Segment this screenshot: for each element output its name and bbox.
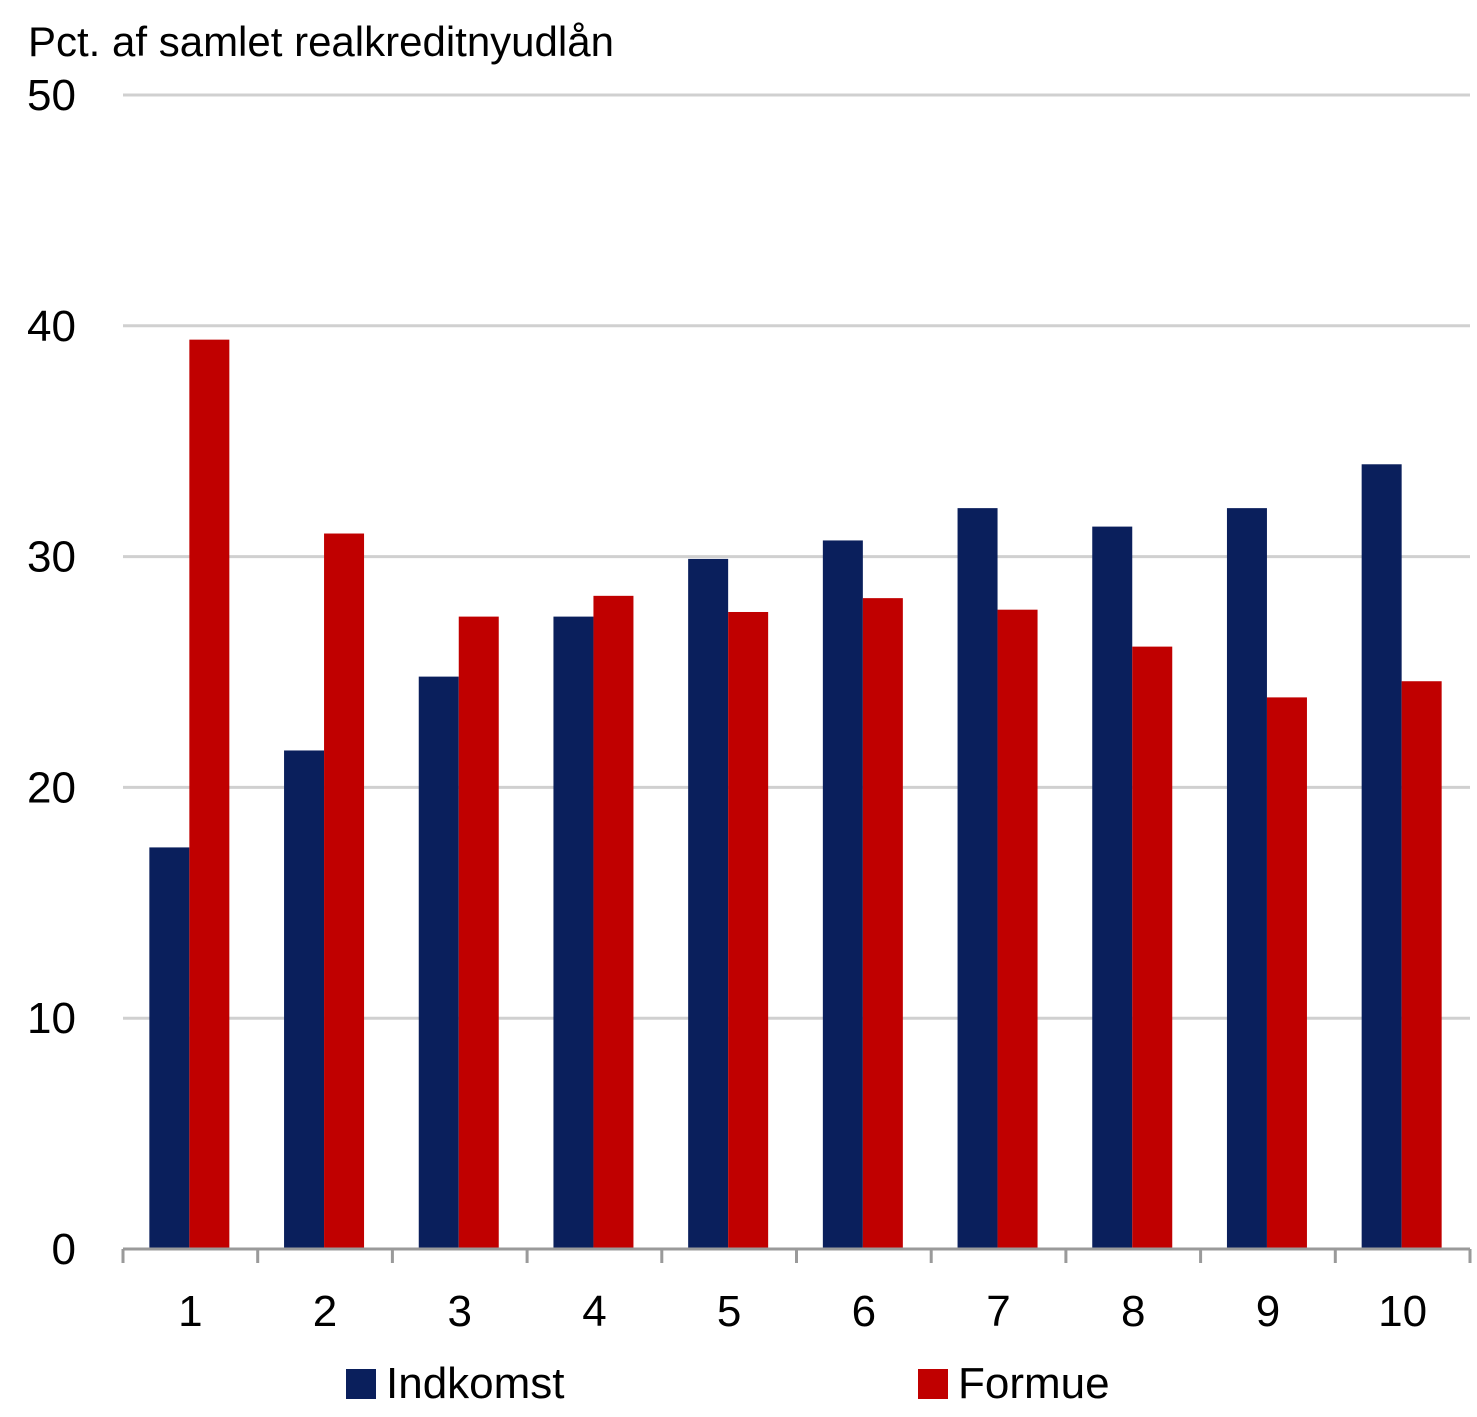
bar-formue-5 — [728, 611, 769, 1249]
x-tick-label: 3 — [448, 1287, 472, 1336]
bar-formue-8 — [1132, 646, 1173, 1249]
bar-formue-1 — [189, 339, 230, 1249]
bar-formue-10 — [1401, 681, 1442, 1249]
y-tick-label: 20 — [27, 763, 76, 812]
x-tick-label: 9 — [1256, 1287, 1280, 1336]
x-tick-label: 2 — [313, 1287, 337, 1336]
x-tick-label: 10 — [1378, 1287, 1427, 1336]
legend-swatch-formue — [918, 1369, 948, 1399]
bar-formue-9 — [1266, 697, 1307, 1249]
x-tick-labels: 1 2 3 4 5 6 7 8 9 10 — [178, 1287, 1427, 1336]
y-tick-labels: 0 10 20 30 40 50 — [27, 71, 76, 1274]
bar-formue-3 — [458, 616, 499, 1249]
bar-formue-2 — [324, 533, 365, 1249]
bar-indkomst-6 — [822, 540, 863, 1249]
y-tick-label: 50 — [27, 71, 76, 120]
x-tick-label: 6 — [852, 1287, 876, 1336]
legend-item-indkomst: Indkomst — [346, 1356, 565, 1412]
bar-indkomst-9 — [1226, 508, 1267, 1250]
x-tick-label: 4 — [582, 1287, 606, 1336]
bar-indkomst-1 — [149, 847, 190, 1249]
legend-label-formue: Formue — [958, 1359, 1110, 1408]
y-axis-title: Pct. af samlet realkreditnyudlån — [28, 18, 614, 65]
y-tick-label: 30 — [27, 533, 76, 582]
bar-indkomst-4 — [553, 616, 594, 1249]
bar-indkomst-5 — [688, 558, 729, 1249]
legend-item-formue: Formue — [918, 1356, 1110, 1412]
y-tick-label: 0 — [52, 1225, 76, 1274]
x-tick-label: 7 — [986, 1287, 1010, 1336]
bars — [149, 339, 1442, 1250]
bar-formue-6 — [862, 598, 903, 1249]
bar-indkomst-7 — [957, 508, 998, 1250]
x-tick-label: 8 — [1121, 1287, 1145, 1336]
x-tick-label: 1 — [178, 1287, 202, 1336]
bar-indkomst-3 — [418, 676, 459, 1249]
legend-label-indkomst: Indkomst — [386, 1359, 565, 1408]
y-tick-label: 10 — [27, 994, 76, 1043]
bar-formue-7 — [997, 609, 1038, 1249]
bar-formue-4 — [593, 595, 634, 1249]
x-axis — [121, 1247, 1472, 1263]
bar-indkomst-10 — [1361, 464, 1402, 1249]
legend-swatch-indkomst — [346, 1369, 376, 1399]
y-tick-label: 40 — [27, 302, 76, 351]
bar-indkomst-2 — [284, 750, 325, 1249]
x-tick-label: 5 — [717, 1287, 741, 1336]
bar-indkomst-8 — [1092, 526, 1133, 1249]
